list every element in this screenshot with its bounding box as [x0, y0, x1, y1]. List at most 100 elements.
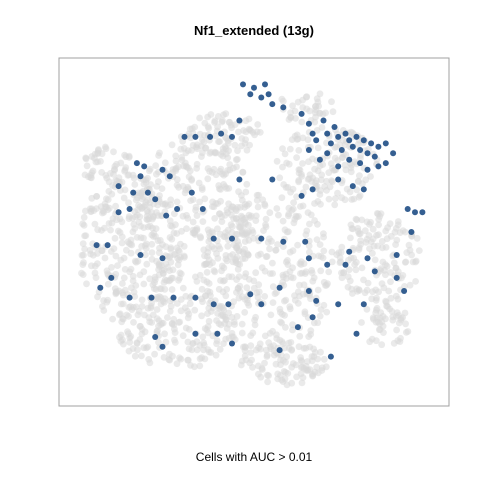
background-cell-point	[200, 276, 208, 284]
background-cell-point	[83, 280, 90, 288]
background-cell-point	[234, 147, 241, 155]
background-cell-point	[241, 218, 249, 226]
background-cell-point	[222, 292, 230, 300]
background-cell-point	[132, 196, 140, 204]
background-cell-point	[171, 329, 179, 336]
background-cell-point	[311, 165, 318, 173]
background-cell-point	[290, 219, 298, 227]
background-cell-point	[172, 165, 180, 173]
high-auc-cell-point	[364, 150, 371, 157]
background-cell-point	[196, 130, 204, 138]
background-cell-point	[372, 337, 380, 345]
background-cell-point	[238, 357, 246, 365]
high-auc-cell-point	[207, 133, 214, 140]
background-cell-point	[198, 153, 205, 161]
background-cell-point	[198, 285, 206, 293]
high-auc-cell-point	[364, 255, 371, 262]
background-cell-point	[161, 159, 169, 167]
background-cell-point	[145, 356, 153, 363]
high-auc-cell-point	[137, 173, 144, 180]
background-cell-point	[176, 248, 183, 255]
background-cell-point	[231, 321, 238, 328]
background-cell-point	[91, 220, 99, 228]
background-cell-point	[336, 141, 344, 149]
background-cell-point	[325, 169, 333, 177]
high-auc-cell-point	[375, 163, 382, 170]
high-auc-cell-point	[419, 209, 426, 216]
background-cell-point	[137, 189, 145, 197]
background-cell-point	[178, 154, 186, 161]
background-cell-point	[250, 234, 257, 242]
high-auc-cell-point	[320, 117, 327, 124]
background-cell-point	[316, 312, 324, 320]
background-cell-point	[108, 190, 116, 198]
background-cell-point	[406, 281, 414, 289]
background-cell-point	[220, 264, 228, 272]
background-cell-point	[200, 339, 208, 347]
background-cell-point	[117, 300, 125, 308]
background-cell-point	[299, 160, 306, 167]
background-cell-point	[379, 258, 387, 266]
background-cell-point	[120, 291, 127, 299]
background-cell-point	[273, 205, 281, 212]
background-cell-point	[313, 363, 321, 371]
background-cell-point	[104, 196, 112, 204]
high-auc-cell-point	[251, 84, 257, 91]
background-cell-point	[173, 300, 181, 307]
background-cell-point	[338, 274, 346, 282]
background-cell-point	[287, 109, 294, 116]
background-cell-point	[204, 329, 212, 337]
high-auc-cell-point	[229, 340, 235, 347]
background-cell-point	[332, 195, 339, 202]
background-cell-point	[402, 329, 410, 336]
background-cell-point	[168, 274, 175, 282]
background-cell-point	[317, 253, 325, 260]
background-cell-point	[182, 324, 190, 332]
background-cell-point	[289, 185, 297, 193]
background-cell-point	[279, 243, 287, 251]
background-cell-point	[297, 357, 305, 364]
background-cell-point	[242, 117, 250, 125]
background-cell-point	[265, 339, 273, 347]
background-cell-point	[320, 355, 328, 363]
high-auc-cell-point	[327, 353, 334, 360]
background-cell-point	[150, 233, 157, 240]
high-auc-cell-point	[371, 268, 378, 275]
background-cell-point	[303, 105, 311, 113]
background-cell-point	[241, 309, 249, 316]
high-auc-cell-point	[93, 242, 100, 249]
background-cell-point	[293, 154, 300, 162]
background-cell-point	[133, 340, 141, 347]
background-cell-point	[151, 276, 159, 283]
background-cell-point	[155, 339, 162, 346]
background-cell-point	[227, 221, 235, 229]
high-auc-cell-point	[335, 176, 342, 183]
background-cell-point	[371, 256, 379, 264]
background-cell-point	[164, 314, 171, 321]
background-cell-point	[115, 227, 122, 235]
background-cell-point	[149, 311, 157, 319]
background-cell-point	[293, 373, 300, 381]
high-auc-cell-point	[305, 120, 312, 127]
background-cell-point	[255, 288, 263, 296]
background-cell-point	[109, 315, 116, 323]
background-cell-point	[175, 183, 183, 191]
background-cell-point	[225, 320, 233, 328]
high-auc-cell-point	[368, 140, 375, 147]
high-auc-cell-point	[133, 160, 140, 167]
background-cell-point	[224, 242, 232, 250]
background-cell-point	[311, 349, 319, 356]
background-cell-point	[243, 180, 251, 188]
background-cell-point	[387, 269, 394, 276]
high-auc-cell-point	[280, 238, 287, 245]
high-auc-cell-point	[342, 130, 349, 137]
background-cell-point	[104, 280, 112, 288]
background-cell-point	[138, 303, 146, 310]
background-cell-point	[370, 242, 378, 250]
background-cell-point	[167, 196, 175, 204]
background-cell-point	[281, 226, 289, 234]
background-cell-point	[149, 213, 157, 221]
background-cell-point	[125, 171, 133, 179]
background-cell-point	[205, 124, 213, 132]
background-cell-point	[112, 202, 119, 210]
